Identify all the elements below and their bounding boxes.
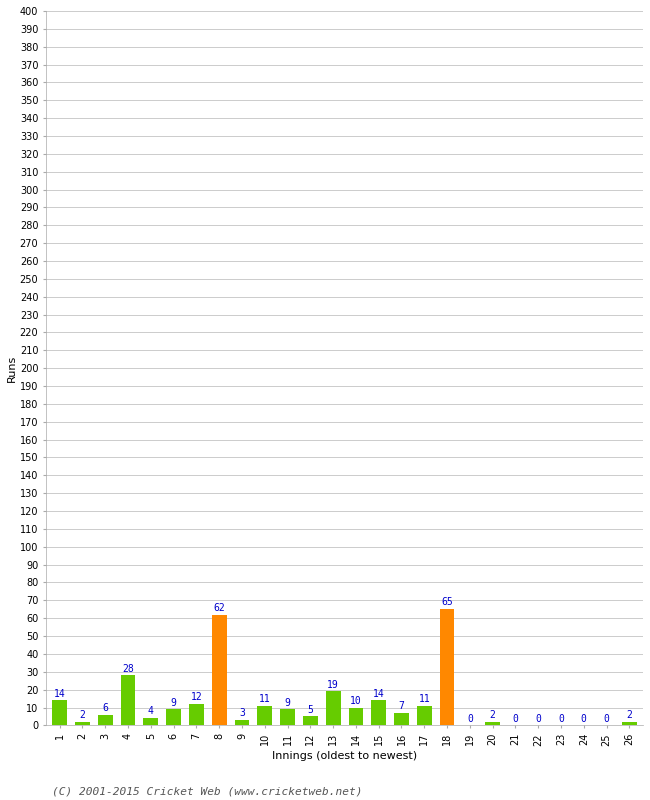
Text: 14: 14 bbox=[373, 689, 385, 698]
Bar bbox=[121, 675, 135, 726]
Bar bbox=[144, 718, 158, 726]
Text: 10: 10 bbox=[350, 696, 362, 706]
Text: (C) 2001-2015 Cricket Web (www.cricketweb.net): (C) 2001-2015 Cricket Web (www.cricketwe… bbox=[52, 786, 363, 796]
Bar bbox=[417, 706, 432, 726]
Text: 0: 0 bbox=[512, 714, 519, 723]
Bar bbox=[166, 710, 181, 726]
Text: 11: 11 bbox=[259, 694, 270, 704]
Text: 28: 28 bbox=[122, 663, 134, 674]
Text: 0: 0 bbox=[558, 714, 564, 723]
Bar bbox=[371, 700, 386, 726]
Text: 12: 12 bbox=[190, 692, 202, 702]
Bar bbox=[75, 722, 90, 726]
Text: 4: 4 bbox=[148, 706, 154, 717]
Text: 0: 0 bbox=[536, 714, 541, 723]
Text: 65: 65 bbox=[441, 598, 453, 607]
Text: 7: 7 bbox=[398, 701, 404, 711]
Bar bbox=[326, 691, 341, 726]
Y-axis label: Runs: Runs bbox=[7, 354, 17, 382]
Text: 2: 2 bbox=[79, 710, 85, 720]
Text: 9: 9 bbox=[171, 698, 177, 707]
Bar bbox=[98, 714, 112, 726]
Text: 3: 3 bbox=[239, 708, 245, 718]
Text: 0: 0 bbox=[581, 714, 587, 723]
Bar bbox=[394, 713, 409, 726]
Bar bbox=[280, 710, 295, 726]
Text: 19: 19 bbox=[327, 680, 339, 690]
X-axis label: Innings (oldest to newest): Innings (oldest to newest) bbox=[272, 751, 417, 761]
Text: 2: 2 bbox=[627, 710, 632, 720]
Text: 2: 2 bbox=[489, 710, 495, 720]
Text: 11: 11 bbox=[419, 694, 430, 704]
Text: 5: 5 bbox=[307, 705, 313, 714]
Bar bbox=[257, 706, 272, 726]
Bar bbox=[235, 720, 250, 726]
Bar bbox=[486, 722, 500, 726]
Bar bbox=[439, 610, 454, 726]
Text: 0: 0 bbox=[467, 714, 473, 723]
Bar bbox=[212, 614, 227, 726]
Bar bbox=[52, 700, 67, 726]
Bar bbox=[189, 704, 204, 726]
Bar bbox=[303, 717, 318, 726]
Text: 9: 9 bbox=[285, 698, 291, 707]
Bar bbox=[622, 722, 637, 726]
Text: 14: 14 bbox=[54, 689, 66, 698]
Text: 0: 0 bbox=[604, 714, 610, 723]
Text: 62: 62 bbox=[213, 603, 225, 613]
Bar bbox=[348, 707, 363, 726]
Text: 6: 6 bbox=[102, 703, 108, 713]
